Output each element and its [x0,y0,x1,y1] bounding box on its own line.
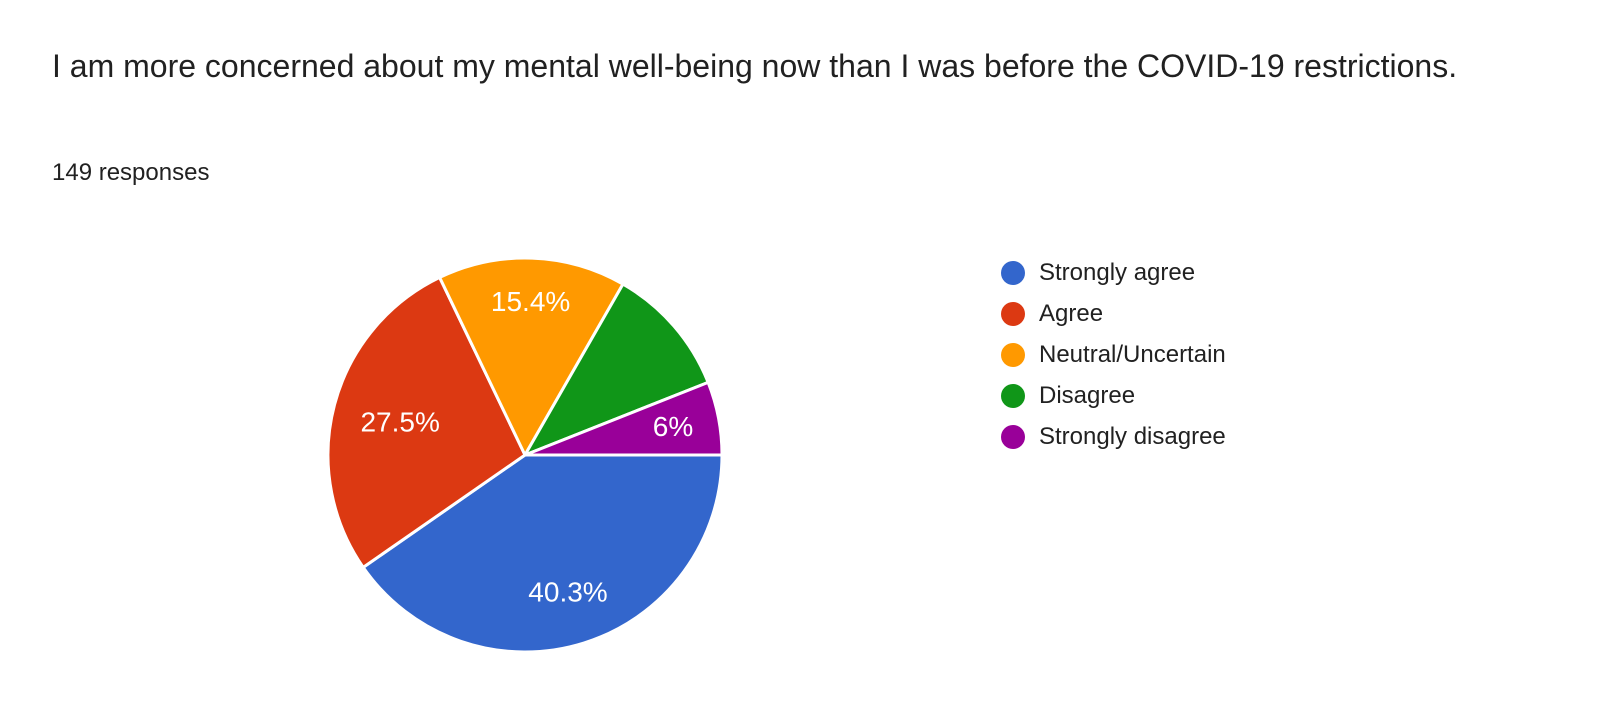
pie-slice-strongly-agree[interactable] [361,453,724,654]
pie-slice-percentage-label: 27.5% [360,407,439,438]
pie-slice-percentage-label: 40.3% [528,577,607,608]
legend-item-agree: Agree [1001,293,1226,334]
responses-count: 149 responses [52,159,210,186]
legend-item-disagree: Disagree [1001,375,1226,416]
legend-item-neutral-uncertain: Neutral/Uncertain [1001,334,1226,375]
pie-slice-percentage-label: 6% [653,411,693,442]
pie-slice-agree[interactable] [326,275,527,569]
legend-swatch-icon [1001,342,1025,367]
legend-label: Strongly agree [1039,258,1196,286]
pie-chart: 40.3% 27.5% 15.4% 6% [326,256,724,654]
legend-label: Disagree [1039,381,1136,409]
question-title: I am more concerned about my mental well… [52,48,1458,84]
legend-swatch-icon [1001,383,1025,408]
pie-slice-disagree[interactable] [523,282,710,457]
legend-item-strongly-disagree: Strongly disagree [1001,416,1226,457]
pie-slice-percentage-label: 15.4% [491,286,570,317]
chart-legend: Strongly agree Agree Neutral/Uncertain D… [1001,252,1226,457]
pie-slice-neutral-uncertain[interactable] [438,256,625,457]
legend-label: Agree [1039,299,1104,327]
legend-swatch-icon [1001,424,1025,449]
pie-slice-strongly-disagree[interactable] [523,380,724,457]
legend-label: Neutral/Uncertain [1039,340,1226,368]
legend-item-strongly-agree: Strongly agree [1001,252,1226,293]
legend-swatch-icon [1001,260,1025,285]
legend-label: Strongly disagree [1039,422,1226,450]
legend-swatch-icon [1001,301,1025,326]
